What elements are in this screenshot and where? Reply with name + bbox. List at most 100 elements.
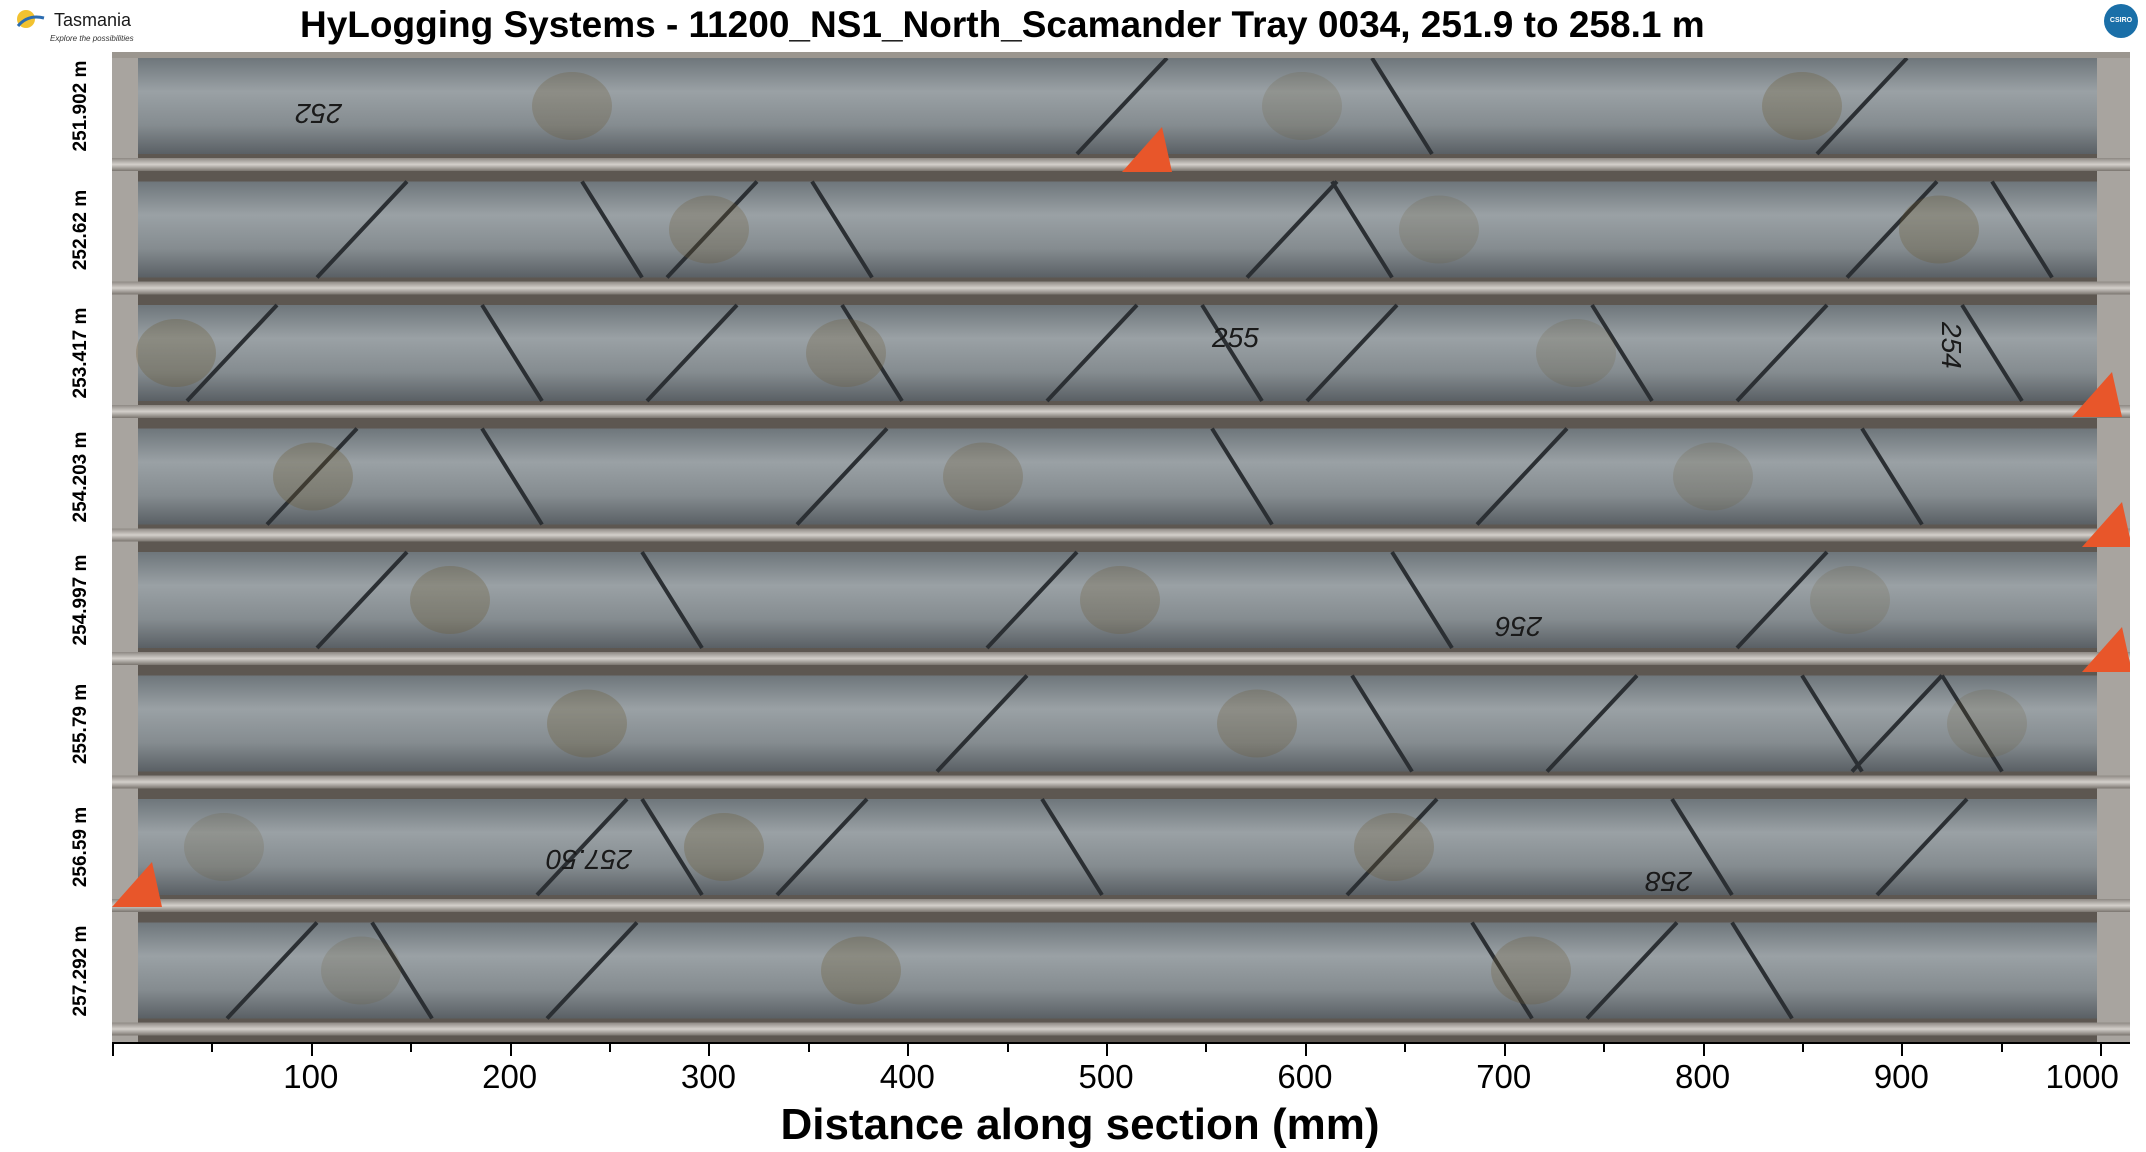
- core-fracture: [580, 180, 644, 279]
- x-axis-tick: [1503, 1042, 1506, 1056]
- core-stain: [1536, 319, 1616, 387]
- core-row: [112, 56, 2130, 171]
- core-fracture: [1735, 303, 1829, 403]
- tray-divider-rail: [112, 1022, 2130, 1036]
- core-fracture: [1330, 180, 1394, 279]
- depth-label: 251.902 m: [70, 60, 91, 152]
- core-fracture: [480, 303, 544, 403]
- core-fracture: [1875, 797, 1969, 897]
- core-stain: [410, 566, 490, 634]
- core-fracture: [1585, 921, 1679, 1020]
- core-fracture: [1345, 797, 1439, 897]
- x-tick-label: 300: [680, 1058, 736, 1095]
- core-fracture: [1730, 921, 1794, 1020]
- core-segment: [138, 922, 2097, 1019]
- core-fracture: [1350, 674, 1414, 773]
- core-fracture: [1960, 303, 2024, 403]
- x-axis-tick: [112, 1042, 114, 1056]
- core-stain: [821, 936, 901, 1005]
- core-depth-marking: 254: [1936, 321, 1967, 369]
- core-fracture: [545, 921, 639, 1020]
- logo-name: Tasmania: [54, 10, 132, 30]
- core-fracture: [840, 303, 904, 403]
- x-axis-tick: [907, 1042, 910, 1056]
- core-row: [112, 797, 2130, 912]
- core-fracture: [1590, 303, 1654, 403]
- tray-left-wall: [112, 52, 138, 1042]
- core-fracture: [265, 427, 359, 526]
- core-stain: [1947, 689, 2027, 758]
- tray-divider-rail: [112, 899, 2130, 912]
- core-tray-photo: 252 255 256 258 257.50 254: [112, 52, 2130, 1042]
- core-depth-marking: 257.50: [546, 844, 633, 875]
- orange-block-marker: [1122, 127, 1172, 172]
- x-axis-tick: [1304, 1042, 1307, 1056]
- core-stain: [532, 72, 612, 140]
- core-segment: [138, 675, 2097, 772]
- core-fracture: [640, 797, 704, 897]
- core-fracture: [1200, 303, 1264, 403]
- core-fracture: [535, 797, 629, 897]
- core-depth-marking: 252: [295, 98, 343, 129]
- x-axis-tick: [410, 1042, 413, 1052]
- core-fracture: [640, 550, 704, 650]
- csiro-logo: CSIRO: [2104, 4, 2138, 38]
- core-stain: [1217, 689, 1297, 758]
- x-axis-tick: [1205, 1042, 1208, 1052]
- core-fracture: [810, 180, 874, 279]
- core-row: [112, 303, 2130, 418]
- core-stain: [1673, 442, 1753, 511]
- tasmania-logo: Tasmania Explore the possibilities: [14, 4, 144, 46]
- x-tick-label: 700: [1476, 1058, 1532, 1095]
- tray-divider-rail: [112, 775, 2130, 789]
- core-row: [112, 427, 2130, 542]
- core-fracture: [1990, 180, 2054, 279]
- core-fracture: [185, 303, 279, 403]
- core-segment: [138, 305, 2097, 401]
- x-tick-label: 400: [879, 1058, 935, 1095]
- core-row: [112, 921, 2130, 1036]
- core-stain: [1399, 195, 1479, 264]
- core-fracture: [315, 180, 409, 279]
- core-segment: [138, 799, 2097, 895]
- depth-label: 257.292 m: [70, 925, 91, 1016]
- tray-divider-rail: [112, 652, 2130, 665]
- x-axis-tick: [1901, 1042, 1904, 1056]
- core-stain: [684, 813, 764, 881]
- core-fracture: [1815, 56, 1909, 156]
- orange-block-marker: [2072, 372, 2122, 417]
- core-stain: [1080, 566, 1160, 634]
- core-fracture: [775, 797, 869, 897]
- x-tick-label: 1000: [2045, 1058, 2119, 1095]
- core-stain: [273, 442, 353, 511]
- core-fracture: [1940, 674, 2004, 773]
- tray-divider-rail: [112, 281, 2130, 295]
- depth-label: 256.59 m: [70, 806, 91, 888]
- core-stain: [943, 442, 1023, 511]
- core-fracture: [1040, 797, 1104, 897]
- core-fracture: [1305, 303, 1399, 403]
- core-fracture: [1470, 921, 1534, 1020]
- x-axis-tick: [708, 1042, 711, 1056]
- core-fracture: [1390, 550, 1454, 650]
- x-axis-tick: [1106, 1042, 1109, 1056]
- x-axis-line: [112, 1042, 2130, 1044]
- core-stain: [547, 689, 627, 758]
- tray-divider-rail: [112, 158, 2130, 171]
- core-fracture: [480, 427, 544, 526]
- depth-label: 254.997 m: [70, 554, 91, 646]
- core-stain: [1899, 195, 1979, 264]
- x-axis-tick: [2100, 1042, 2103, 1056]
- tray-divider-rail: [112, 528, 2130, 542]
- core-fracture: [665, 180, 759, 279]
- core-stain: [806, 319, 886, 387]
- x-tick-label: 800: [1675, 1058, 1731, 1095]
- core-row: [112, 550, 2130, 665]
- orange-block-marker: [2082, 502, 2130, 547]
- depth-label: 254.203 m: [70, 431, 91, 522]
- core-depth-marking: 256: [1495, 611, 1543, 642]
- core-tray-drawing: 252 255 256 258 257.50 254: [112, 52, 2130, 1042]
- orange-block-marker: [112, 862, 162, 907]
- x-axis-tick: [1006, 1042, 1009, 1052]
- logo-tagline: Explore the possibilities: [50, 34, 134, 43]
